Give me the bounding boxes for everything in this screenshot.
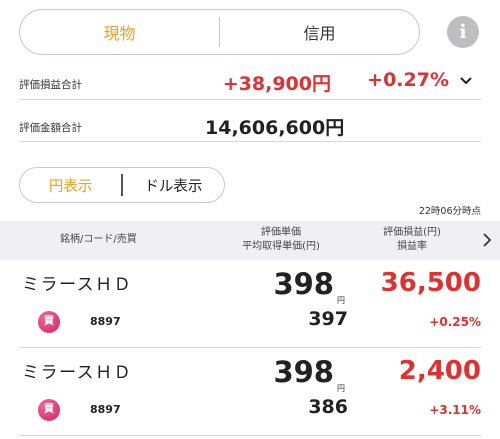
price-unit: 円 (337, 384, 345, 393)
pl-rate: +3.11% (429, 403, 481, 417)
dollar-display-option[interactable]: ドル表示 (144, 178, 203, 195)
column-header-stock: 銘柄/コード/売買 (60, 234, 137, 245)
unrealized-pl: 36,500 (380, 268, 481, 298)
yen-display-option[interactable]: 円表示 (48, 178, 93, 195)
table-header: 銘柄/コード/売買 評価単価 平均取得単価(円) 評価損益(円) 損益率 (0, 221, 500, 260)
toggle-divider (121, 174, 123, 196)
holding-row[interactable]: ミラースＨＤ 買 8897 398 円 386 2,400 +3.11% (0, 349, 500, 435)
asset-type-toggle: 現物 信用 (19, 9, 420, 55)
unrealized-pl-value: +38,900円 (222, 73, 331, 95)
unrealized-pl-row[interactable]: 評価損益合計 +38,900円 +0.27% (19, 68, 481, 98)
buy-badge: 買 (38, 399, 60, 421)
stock-code: 8897 (90, 403, 121, 416)
divider (19, 435, 481, 436)
unrealized-pl: 2,400 (398, 356, 481, 386)
stock-code: 8897 (90, 315, 121, 328)
column-header-pl: 評価損益(円) 損益率 (362, 226, 462, 254)
valuation-total-value: 14,606,600円 (205, 117, 345, 139)
column-header-pl-line1: 評価損益(円) (383, 227, 441, 238)
column-header-pl-line2: 損益率 (397, 241, 427, 252)
tab-shinyo[interactable]: 信用 (303, 24, 336, 43)
divider (19, 141, 481, 142)
buy-badge: 買 (38, 311, 60, 333)
unrealized-pl-label: 評価損益合計 (19, 79, 82, 91)
average-cost: 397 (308, 308, 348, 330)
valuation-total-row: 評価金額合計 14,606,600円 (19, 110, 481, 140)
stock-name: ミラースＨＤ (22, 275, 133, 295)
unrealized-pl-rate: +0.27% (367, 69, 449, 91)
stock-name: ミラースＨＤ (22, 363, 133, 383)
toggle-divider (219, 17, 220, 47)
current-price: 398 (273, 267, 334, 301)
current-price: 398 (273, 355, 334, 389)
divider (19, 347, 481, 348)
average-cost: 386 (308, 396, 348, 418)
column-header-price: 評価単価 平均取得単価(円) (226, 226, 336, 254)
valuation-total-label: 評価金額合計 (19, 122, 82, 134)
info-icon[interactable]: i (447, 16, 479, 48)
divider (19, 99, 481, 100)
tab-genbutsu[interactable]: 現物 (103, 24, 136, 43)
column-header-price-line1: 評価単価 (261, 227, 301, 238)
updated-time: 22時06分時点 (418, 206, 481, 217)
pl-rate: +0.25% (429, 315, 481, 329)
price-unit: 円 (337, 296, 345, 305)
currency-toggle: 円表示 ドル表示 (19, 167, 225, 203)
chevron-right-icon[interactable] (482, 232, 492, 248)
column-header-price-line2: 平均取得単価(円) (242, 241, 320, 252)
holding-row[interactable]: ミラースＨＤ 買 8897 398 円 397 36,500 +0.25% (0, 261, 500, 347)
chevron-down-icon[interactable] (457, 69, 475, 93)
